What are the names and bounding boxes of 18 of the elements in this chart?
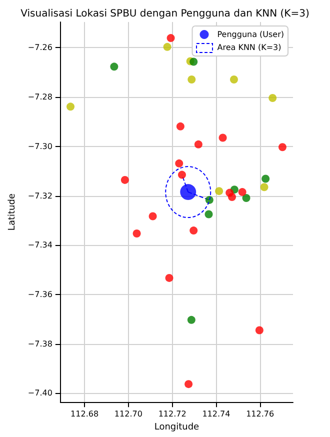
x-tick-label: 112.76 (246, 410, 274, 419)
y-tick-label: −7.38 (28, 339, 52, 348)
y-tick-label: −7.26 (28, 43, 52, 52)
y-tick-label: −7.36 (28, 290, 52, 299)
y-axis-title: Latitude (8, 193, 18, 231)
x-tick-label: 112.70 (114, 410, 142, 419)
y-tick-label: −7.40 (28, 388, 52, 398)
x-tick-label: 112.68 (70, 410, 99, 419)
legend-label: Pengguna (User) (217, 30, 284, 39)
chart-title: Visualisasi Lokasi SPBU dengan Pengguna dan KNN (K=3) (20, 8, 310, 20)
x-tick-label: 112.74 (202, 410, 230, 419)
y-tick-label: −7.28 (28, 92, 52, 102)
y-tick-label: −7.34 (28, 240, 52, 250)
y-tick-label: −7.32 (28, 191, 52, 200)
x-axis-title: Longitude (154, 422, 200, 432)
y-tick-label: −7.30 (28, 142, 52, 151)
x-tick-label: 112.72 (158, 410, 186, 419)
annotation: Area KNN (K=3) (217, 43, 282, 52)
